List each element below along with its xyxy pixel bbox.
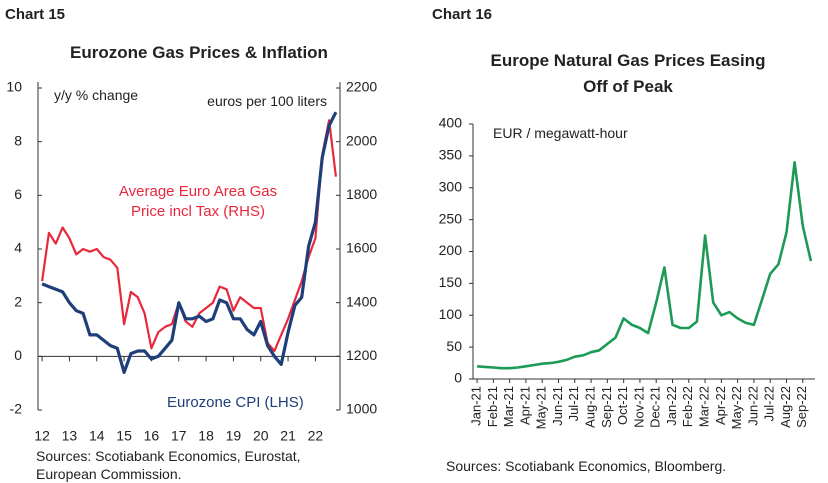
y-tick-label: 250 [439, 210, 463, 226]
series-line [477, 161, 813, 370]
y2-tick-label: 1800 [346, 186, 377, 202]
y-axis-label: y/y % change [54, 87, 139, 103]
x-tick-label: 21 [280, 428, 296, 444]
y-tick-label: 100 [439, 306, 463, 322]
y2-axis-label: euros per 100 liters [207, 93, 327, 109]
x-tick-label: 22 [308, 428, 324, 444]
x-tick-label: Jan-22 [664, 386, 679, 426]
x-tick-label: 12 [34, 428, 50, 444]
x-tick-label: Jan-21 [469, 386, 484, 426]
x-tick-label: 15 [116, 428, 132, 444]
chart-label: Chart 15 [5, 6, 66, 23]
x-tick-label: May-22 [729, 386, 744, 429]
x-tick-label: 14 [89, 428, 105, 444]
x-tick-label: Sep-22 [794, 386, 809, 428]
x-tick-label: Nov-21 [631, 386, 646, 428]
y-axis-label: EUR / megawatt-hour [493, 125, 628, 141]
x-tick-label: Dec-21 [648, 386, 663, 428]
y-tick-label: -2 [10, 401, 23, 417]
y-tick-label: 0 [454, 370, 462, 386]
y-tick-label: 50 [446, 338, 462, 354]
x-tick-label: Mar-22 [697, 386, 712, 427]
x-tick-label: Apr-21 [517, 386, 532, 425]
y-tick-label: 350 [439, 147, 463, 163]
chart-title: Eurozone Gas Prices & Inflation [70, 43, 328, 62]
chart-label: Chart 16 [432, 6, 493, 23]
y-tick-label: 8 [14, 132, 22, 148]
x-tick-label: 17 [171, 428, 187, 444]
x-tick-label: 20 [253, 428, 269, 444]
y2-tick-label: 2200 [346, 79, 377, 95]
y-tick-label: 2 [14, 293, 22, 309]
x-tick-label: Jul-21 [566, 386, 581, 421]
y-tick-label: 0 [14, 347, 22, 363]
x-tick-label: Sep-21 [599, 386, 614, 428]
y-tick-label: 4 [14, 240, 22, 256]
x-tick-label: Feb-21 [485, 386, 500, 427]
y2-tick-label: 1400 [346, 293, 377, 309]
y-tick-label: 400 [439, 115, 463, 131]
x-tick-label: Jul-22 [762, 386, 777, 421]
series-line [41, 111, 338, 374]
x-tick-label: Mar-21 [501, 386, 516, 427]
chart-title: Europe Natural Gas Prices Easing Off of … [490, 51, 766, 96]
y2-tick-label: 1200 [346, 347, 377, 363]
series-label: Eurozone CPI (LHS) [167, 394, 304, 411]
y2-tick-label: 1600 [346, 240, 377, 256]
x-tick-label: Aug-22 [778, 386, 793, 428]
x-tick-label: Oct-21 [615, 386, 630, 425]
x-tick-label: Aug-21 [583, 386, 598, 428]
x-tick-label: 19 [226, 428, 242, 444]
x-tick-label: May-21 [534, 386, 549, 429]
y-tick-label: 6 [14, 186, 22, 202]
x-tick-label: 18 [198, 428, 214, 444]
source-note: Sources: Scotiabank Economics, Bloomberg… [446, 458, 727, 474]
y-tick-label: 200 [439, 242, 463, 258]
x-tick-label: 13 [62, 428, 78, 444]
x-tick-label: Feb-22 [680, 386, 695, 427]
y-tick-label: 300 [439, 178, 463, 194]
x-tick-label: Apr-22 [713, 386, 728, 425]
y2-tick-label: 1000 [346, 401, 377, 417]
x-tick-label: 16 [144, 428, 160, 444]
y2-tick-label: 2000 [346, 132, 377, 148]
series-line [41, 119, 337, 353]
x-tick-label: Jun-21 [550, 386, 565, 426]
x-tick-label: Jun-22 [745, 386, 760, 426]
series-label: Average Euro Area Gas Price incl Tax (RH… [118, 183, 278, 220]
y-tick-label: 10 [6, 79, 22, 95]
y-tick-label: 150 [439, 274, 463, 290]
source-note: Sources: Scotiabank Economics, Eurostat,… [36, 448, 301, 482]
